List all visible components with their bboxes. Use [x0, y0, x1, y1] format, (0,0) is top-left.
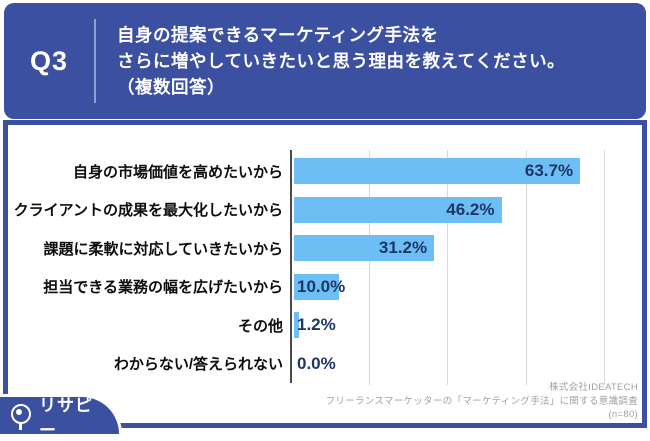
survey-credit: 株式会社IDEATECH フリーランスマーケッターの「マーケティング手法」に関す…: [326, 381, 638, 422]
credit-company: 株式会社IDEATECH: [549, 382, 638, 393]
chart-row: クライアントの成果を最大化したいから 46.2%: [8, 191, 642, 230]
bar-rows: 自身の市場価値を高めたいから 63.7% クライアントの成果を最大化したいから 46.…: [8, 152, 642, 383]
gridline: [525, 150, 527, 385]
bar-area: 46.2%: [294, 196, 642, 223]
logo-trademark-dot: 。: [57, 428, 66, 438]
research-pr-logo: リサピー。: [0, 396, 119, 440]
value-label: 46.2%: [446, 199, 495, 219]
category-label: わからない/答えられない: [113, 356, 283, 374]
chart-row: 課題に柔軟に対応していきたいから 31.2%: [8, 229, 642, 268]
category-label: クライアントの成果を最大化したいから: [13, 202, 283, 220]
bar: 46.2%: [294, 196, 502, 223]
logo-text: リサピー。: [39, 395, 93, 440]
bar-area: 31.2%: [294, 235, 642, 262]
question-text: 自身の提案できるマーケティング手法を さらに増やしていきたいと思う理由を教えてく…: [96, 3, 646, 119]
credit-sample-size: (n=80): [608, 409, 638, 420]
category-label: 担当できる業務の幅を広げたいから: [43, 279, 283, 297]
gridline: [604, 150, 606, 385]
magnifier-icon: [11, 403, 31, 430]
question-number: Q3: [29, 45, 69, 76]
gridline: [368, 150, 370, 385]
bar-area: 63.7%: [294, 158, 642, 185]
credit-survey-title: フリーランスマーケッターの「マーケティング手法」に関する意識調査: [325, 395, 638, 407]
value-label: 63.7%: [524, 161, 574, 181]
value-label: 10.0%: [297, 276, 346, 296]
chart-row: その他 1.2%: [8, 306, 642, 345]
question-line-1: 自身の提案できるマーケティング手法を: [117, 25, 439, 45]
category-label: 課題に柔軟に対応していきたいから: [43, 240, 283, 258]
question-line-2: さらに増やしていきたいと思う理由を教えてください。: [117, 51, 566, 71]
category-label: 自身の市場価値を高めたいから: [72, 163, 283, 181]
chart-row: 自身の市場価値を高めたいから 63.7%: [8, 152, 642, 191]
gridline: [447, 150, 449, 385]
chart-row: わからない/答えられない 0.0%: [8, 345, 642, 384]
bar-area: 0.0%: [294, 351, 642, 377]
category-label: その他: [237, 317, 283, 335]
header-divider: [94, 19, 96, 103]
question-header: Q3 自身の提案できるマーケティング手法を さらに増やしていきたいと思う理由を教…: [4, 3, 646, 119]
chart-row: 担当できる業務の幅を広げたいから 10.0%: [8, 268, 642, 307]
bar: 31.2%: [294, 235, 435, 262]
bar: [294, 273, 339, 300]
bar: [294, 312, 300, 339]
question-line-3: （複数回答）: [117, 77, 225, 97]
bar: 63.7%: [294, 158, 581, 185]
value-label: 0.0%: [297, 353, 336, 373]
value-label: 31.2%: [378, 238, 428, 258]
bar-area: 10.0%: [294, 273, 642, 300]
value-label: 1.2%: [297, 315, 336, 335]
y-axis-line: [290, 150, 292, 383]
bar-area: 1.2%: [294, 312, 642, 339]
